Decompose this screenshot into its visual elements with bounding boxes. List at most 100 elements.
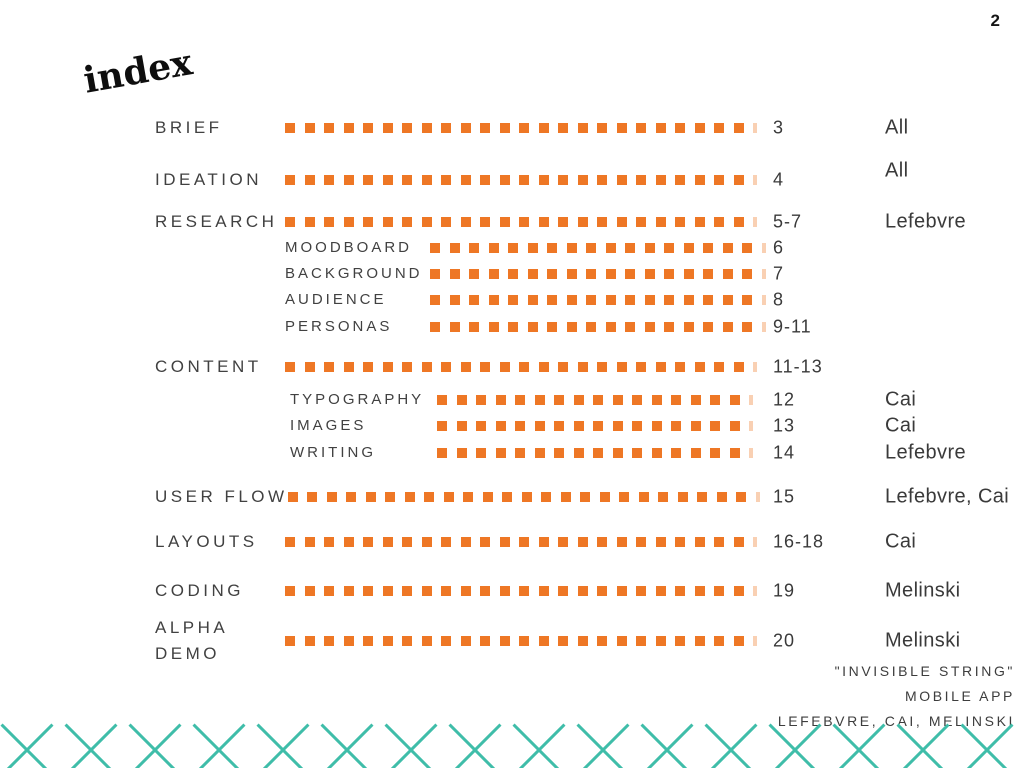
leader-dot xyxy=(714,537,724,547)
leader-dot xyxy=(363,586,373,596)
leader-dot xyxy=(616,537,627,547)
leader-dot xyxy=(558,175,568,185)
leader-dot xyxy=(441,123,451,133)
leader-dot xyxy=(616,217,627,227)
leader-dot xyxy=(636,175,646,185)
index-row: PERSONAS 9-11 xyxy=(0,314,1024,340)
leader-dot xyxy=(651,421,662,431)
leader-dot xyxy=(632,395,642,405)
leader-dot xyxy=(499,217,510,227)
leader-dot xyxy=(597,362,607,372)
leader-dot xyxy=(519,123,529,133)
leader-dot xyxy=(421,537,432,547)
leader-dots xyxy=(287,491,760,503)
page-ref: 8 xyxy=(773,289,785,310)
leader-dot xyxy=(742,322,752,332)
leader-dot xyxy=(605,322,616,332)
leader-dot xyxy=(285,586,295,596)
leader-dot xyxy=(449,243,460,253)
leader-dot xyxy=(463,492,474,502)
leader-dot xyxy=(441,537,451,547)
leader-dot xyxy=(547,322,557,332)
author-name: Cai xyxy=(885,388,917,411)
leader-dot xyxy=(616,123,627,133)
leader-dot xyxy=(285,123,295,133)
leader-dot xyxy=(324,636,334,646)
leader-dot xyxy=(560,492,571,502)
leader-dot xyxy=(363,217,373,227)
leader-dot xyxy=(558,123,568,133)
leader-dot xyxy=(285,636,295,646)
leader-dots xyxy=(285,122,757,134)
leader-dot xyxy=(421,123,432,133)
leader-dot xyxy=(441,175,451,185)
leader-dot xyxy=(519,537,529,547)
leader-dot xyxy=(671,421,681,431)
leader-dot xyxy=(593,448,603,458)
leader-dot xyxy=(710,448,720,458)
leader-dot xyxy=(675,123,685,133)
leader-dots xyxy=(437,420,753,432)
leader-dots xyxy=(437,394,753,406)
leader-dot xyxy=(480,537,490,547)
leader-dot xyxy=(690,448,701,458)
leader-dot xyxy=(304,362,315,372)
leader-dot xyxy=(527,243,538,253)
section-label: WRITING xyxy=(290,444,376,461)
leader-dot xyxy=(456,448,467,458)
leader-dot xyxy=(382,636,393,646)
section-label: RESEARCH xyxy=(155,212,278,231)
leader-dot xyxy=(502,492,513,502)
leader-dot xyxy=(499,123,510,133)
leader-dot xyxy=(722,295,733,305)
leader-dot xyxy=(402,362,412,372)
x-mark-icon xyxy=(256,723,310,768)
leader-dot xyxy=(554,421,564,431)
leader-dot xyxy=(675,537,685,547)
leader-dot-end xyxy=(753,636,757,646)
leader-dots xyxy=(437,447,753,459)
index-row: TYPOGRAPHY 12 Cai xyxy=(0,387,1024,413)
leader-dot xyxy=(714,362,724,372)
leader-dot xyxy=(558,537,568,547)
leader-dot xyxy=(402,636,412,646)
leader-dot xyxy=(632,421,642,431)
leader-dot xyxy=(304,586,315,596)
page-ref: 9-11 xyxy=(773,316,812,337)
page-number-badge: 2 xyxy=(990,11,1001,30)
leader-dot xyxy=(307,492,318,502)
leader-dot xyxy=(703,295,713,305)
leader-dots xyxy=(430,321,766,333)
leader-dot xyxy=(508,269,518,279)
leader-dot xyxy=(597,586,607,596)
leader-dots xyxy=(430,268,766,280)
leader-dots xyxy=(285,536,757,548)
leader-dot xyxy=(456,395,467,405)
x-mark-icon xyxy=(0,723,54,768)
leader-dot xyxy=(385,492,396,502)
leader-dot xyxy=(729,421,740,431)
x-mark-icon xyxy=(704,723,758,768)
leader-dot xyxy=(655,586,666,596)
leader-dot-end xyxy=(749,448,753,458)
x-mark-icon xyxy=(320,723,374,768)
leader-dot xyxy=(636,362,646,372)
leader-dots xyxy=(285,635,757,647)
leader-dot xyxy=(675,362,685,372)
leader-dot xyxy=(499,362,510,372)
section-label: BACKGROUND xyxy=(285,265,423,282)
section-label: MOODBOARD xyxy=(285,239,413,256)
leader-dot xyxy=(733,123,744,133)
x-mark-icon xyxy=(64,723,118,768)
leader-dot xyxy=(733,586,744,596)
leader-dot xyxy=(742,243,752,253)
leader-dot xyxy=(636,123,646,133)
leader-dot-end xyxy=(749,421,753,431)
leader-dot xyxy=(382,175,393,185)
index-row: MOODBOARD 6 xyxy=(0,235,1024,261)
leader-dot xyxy=(683,243,694,253)
leader-dot xyxy=(558,362,568,372)
leader-dot xyxy=(534,448,545,458)
leader-dot xyxy=(480,362,490,372)
leader-dot xyxy=(402,586,412,596)
